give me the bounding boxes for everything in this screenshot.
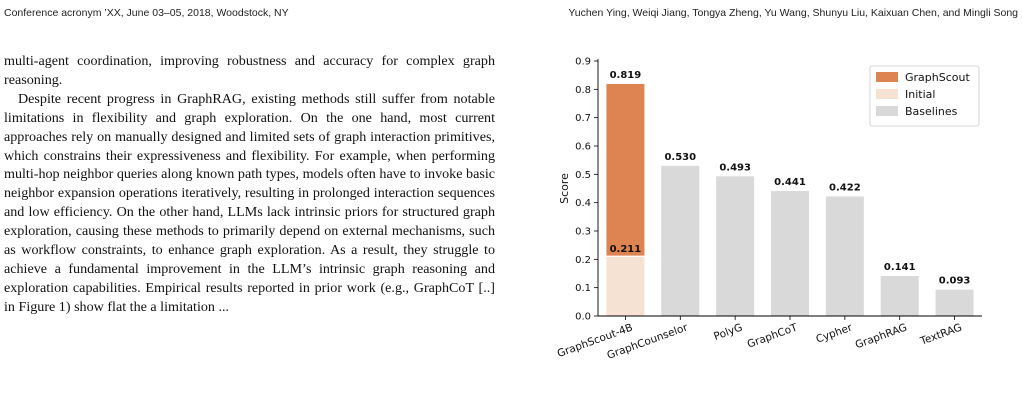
body-text-column: multi-agent coordination, improving robu… (4, 52, 495, 317)
data-label: 0.093 (939, 276, 971, 287)
bar-chart: 0.0 0.1 0.2 0.3 0.4 0.5 0.6 0.7 0.8 0.9 0.211 0.819… (556, 57, 982, 362)
x-tick-label: GraphCoT (746, 321, 800, 350)
data-label: 0.530 (664, 152, 696, 163)
x-tick-label: PolyG (712, 322, 744, 343)
running-head: Conference acronym ’XX, June 03–05, 2018… (4, 7, 1018, 21)
y-tick-label: 0.4 (575, 198, 591, 209)
data-label: 0.819 (610, 70, 642, 81)
bar-baseline-cypher (825, 196, 864, 316)
data-label: 0.141 (884, 262, 916, 273)
x-tick-label: GraphRAG (854, 322, 909, 352)
y-tick-label: 0.5 (575, 170, 591, 181)
data-label: 0.493 (719, 162, 751, 173)
bar-baseline-graphrag (880, 276, 919, 316)
legend-swatch (876, 72, 898, 82)
data-label: 0.441 (774, 177, 806, 188)
x-tick-label: TextRAG (918, 322, 964, 348)
bar-baseline-graphcot (771, 191, 809, 316)
bar-baseline-textrag (935, 289, 974, 316)
bar-baseline-graphcounselor (661, 165, 700, 316)
y-tick-label: 0.2 (575, 255, 591, 266)
data-label: 0.422 (829, 182, 861, 193)
legend-label: Initial (905, 88, 935, 101)
legend-swatch (876, 106, 898, 116)
paragraph-limitations: Despite recent progress in GraphRAG, exi… (4, 90, 495, 315)
y-tick-label: 0.7 (575, 113, 591, 124)
legend-label: Baselines (905, 105, 958, 118)
paragraph-continuation: multi-agent coordination, improving robu… (4, 53, 495, 88)
y-axis-label: Score (558, 173, 571, 204)
bar-initial (606, 256, 645, 316)
y-tick-label: 0.1 (575, 283, 591, 294)
y-tick-label: 0.0 (575, 312, 591, 323)
running-head-authors: Yuchen Ying, Weiqi Jiang, Tongya Zheng, … (568, 7, 1018, 19)
data-label-initial: 0.211 (610, 244, 642, 255)
bar-graphscout (606, 83, 645, 257)
x-tick-label: Cypher (814, 321, 854, 345)
bar-baseline-polyg (716, 176, 755, 316)
figure-score-comparison: 0.0 0.1 0.2 0.3 0.4 0.5 0.6 0.7 0.8 0.9 0.211 0.819… (552, 50, 1018, 386)
y-tick-label: 0.8 (575, 85, 591, 96)
y-tick-label: 0.3 (575, 227, 591, 238)
y-tick-label: 0.9 (575, 57, 591, 68)
running-head-venue: Conference acronym ’XX, June 03–05, 2018… (4, 7, 289, 19)
legend-label: GraphScout (905, 71, 970, 84)
legend-swatch (876, 89, 898, 99)
y-tick-label: 0.6 (575, 142, 591, 153)
